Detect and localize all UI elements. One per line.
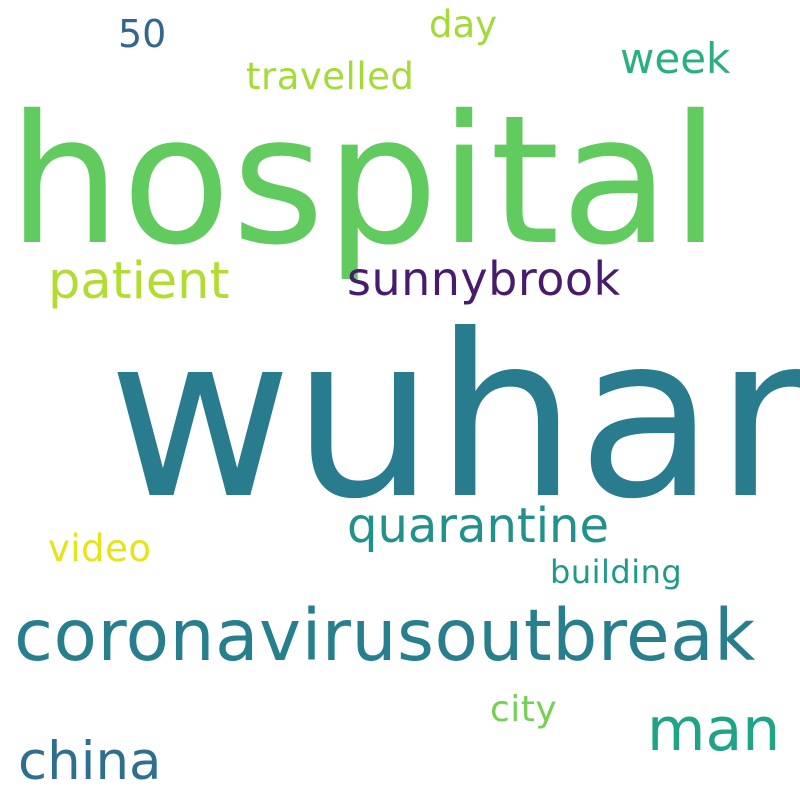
word-china: china xyxy=(18,731,162,792)
word-patient: patient xyxy=(48,252,230,311)
word-city: city xyxy=(490,689,558,730)
word-travelled: travelled xyxy=(246,55,415,98)
word-quarantine: quarantine xyxy=(347,498,609,554)
word-day: day xyxy=(429,3,498,46)
word-50: 50 xyxy=(118,12,167,56)
word-man: man xyxy=(647,695,781,765)
word-building: building xyxy=(550,553,683,591)
word-coronavirusoutbreak: coronavirusoutbreak xyxy=(14,594,756,677)
word-video: video xyxy=(48,527,152,570)
word-sunnybrook: sunnybrook xyxy=(347,252,621,306)
word-hospital: hospital xyxy=(8,77,722,284)
word-week: week xyxy=(620,34,731,83)
word-wuhan: wuhan xyxy=(108,287,800,549)
